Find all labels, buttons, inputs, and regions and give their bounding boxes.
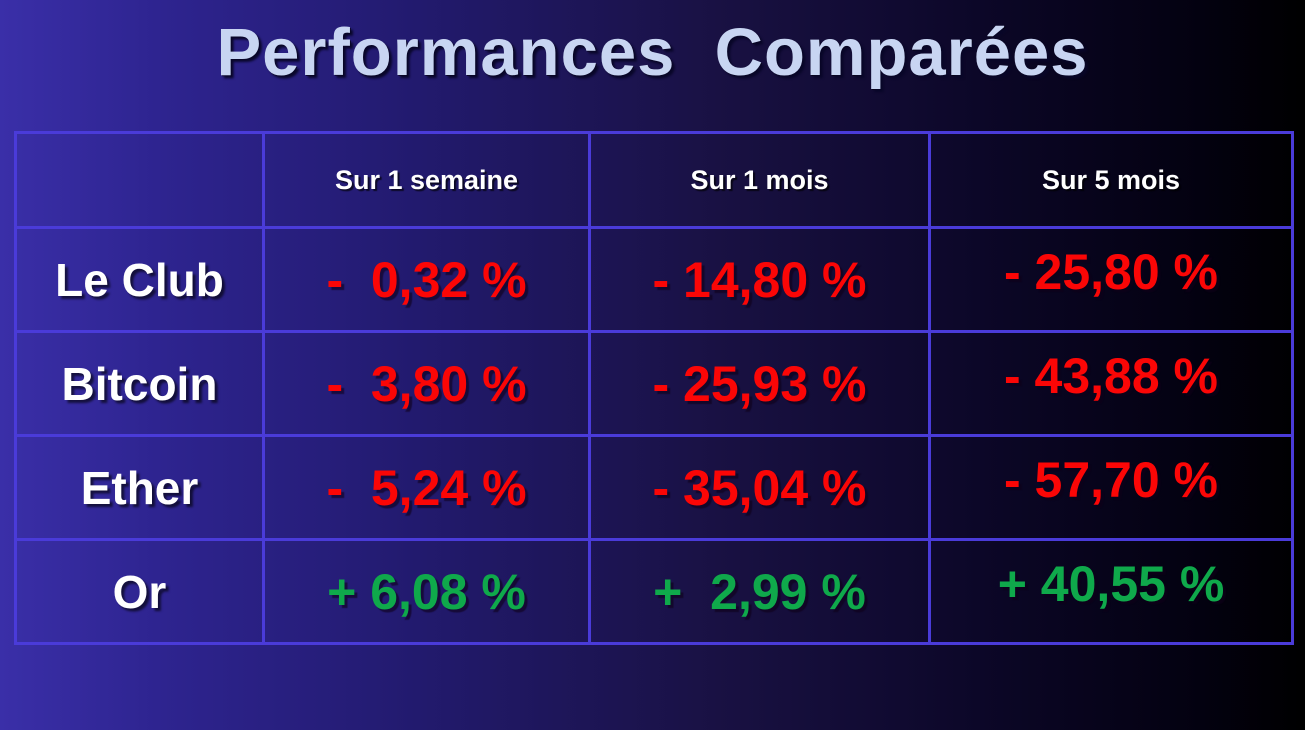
row-label-bitcoin: Bitcoin	[14, 330, 265, 437]
table-row-bitcoin: Bitcoin - 3,80 % - 25,93 % - 43,88 %	[14, 330, 1294, 437]
value-or-5months: + 40,55 %	[928, 538, 1294, 645]
value-ether-5months: - 57,70 %	[928, 434, 1294, 541]
value-ether-week: - 5,24 %	[262, 434, 591, 541]
column-header-empty	[14, 131, 265, 229]
table-row-or: Or + 6,08 % + 2,99 % + 40,55 %	[14, 538, 1294, 645]
column-header-5months: Sur 5 mois	[928, 131, 1294, 229]
value-le-club-week: - 0,32 %	[262, 226, 591, 333]
page-title: Performances Comparées	[216, 15, 1089, 90]
row-label-ether: Ether	[14, 434, 265, 541]
performance-table: Sur 1 semaine Sur 1 mois Sur 5 mois Le C…	[14, 131, 1294, 645]
column-header-month: Sur 1 mois	[588, 131, 931, 229]
column-header-week: Sur 1 semaine	[262, 131, 591, 229]
value-le-club-5months: - 25,80 %	[928, 226, 1294, 333]
table-row-le-club: Le Club - 0,32 % - 14,80 % - 25,80 %	[14, 226, 1294, 333]
value-bitcoin-week: - 3,80 %	[262, 330, 591, 437]
value-or-week: + 6,08 %	[262, 538, 591, 645]
value-or-month: + 2,99 %	[588, 538, 931, 645]
value-bitcoin-month: - 25,93 %	[588, 330, 931, 437]
table-row-ether: Ether - 5,24 % - 35,04 % - 57,70 %	[14, 434, 1294, 541]
row-label-or: Or	[14, 538, 265, 645]
value-ether-month: - 35,04 %	[588, 434, 931, 541]
value-le-club-month: - 14,80 %	[588, 226, 931, 333]
table-header-row: Sur 1 semaine Sur 1 mois Sur 5 mois	[14, 131, 1294, 229]
row-label-le-club: Le Club	[14, 226, 265, 333]
value-bitcoin-5months: - 43,88 %	[928, 330, 1294, 437]
